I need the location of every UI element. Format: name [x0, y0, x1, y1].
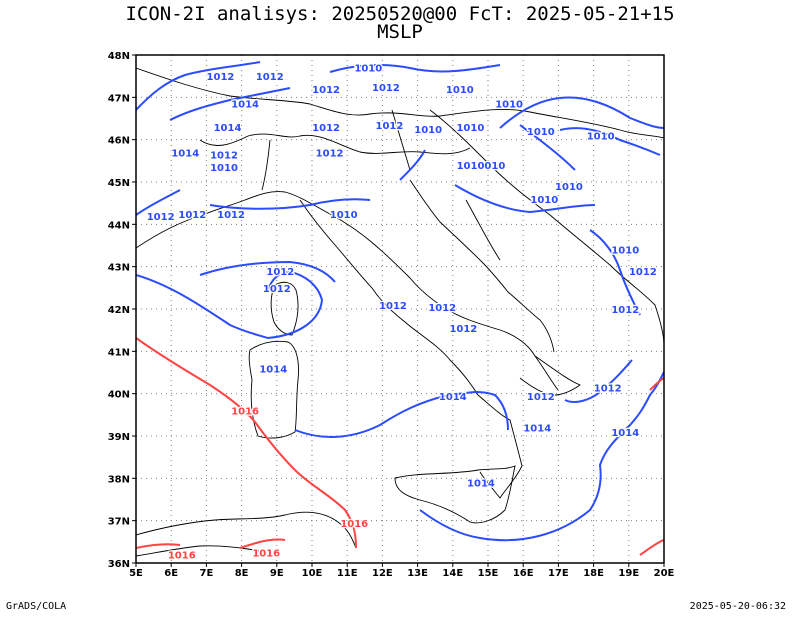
lon-tick-label: 5E — [129, 568, 143, 579]
isobar-label: 1014 — [214, 123, 242, 134]
isobar-label: 1012 — [178, 210, 206, 221]
isobar-label: 1010 — [495, 100, 523, 111]
isobar-label: 1012 — [629, 267, 657, 278]
isobar-label: 1016 — [168, 551, 196, 562]
lat-tick-label: 41N — [108, 347, 130, 358]
lat-tick-label: 48N — [108, 51, 130, 62]
lon-tick-label: 13E — [407, 568, 428, 579]
lon-tick-label: 19E — [618, 568, 639, 579]
isobar-label: 1010 — [527, 127, 555, 138]
isobar-label: 1012 — [207, 72, 235, 83]
isobar-label: 1012 — [379, 301, 407, 312]
lat-tick-label: 43N — [108, 263, 130, 274]
footer-credit: GrADS/COLA — [6, 601, 67, 612]
isobar-label: 1012 — [263, 284, 291, 295]
lat-tick-label: 37N — [108, 517, 130, 528]
lon-tick-label: 9E — [270, 568, 284, 579]
isobar-label: 1010 — [530, 195, 558, 206]
isobar-label: 1014 — [467, 479, 495, 490]
lat-tick-label: 47N — [108, 93, 130, 104]
isobar-label: 1012 — [266, 267, 294, 278]
lat-tick-label: 44N — [108, 220, 130, 231]
isobar-label: 1012 — [312, 123, 340, 134]
lat-tick-label: 42N — [108, 305, 130, 316]
lon-tick-label: 15E — [478, 568, 499, 579]
isobar-label: 1010 — [210, 163, 238, 174]
lon-tick-label: 20E — [654, 568, 675, 579]
coastlines — [136, 67, 664, 557]
isobar-label: 1012 — [217, 210, 245, 221]
lat-tick-label: 40N — [108, 390, 130, 401]
lat-tick-label: 36N — [108, 559, 130, 570]
isobar-label: 1012 — [376, 121, 404, 132]
lat-tick-label: 38N — [108, 474, 130, 485]
isobar-label: 1010 — [414, 125, 442, 136]
isobar-label: 1010 — [555, 182, 583, 193]
isobar-label: 1014 — [231, 100, 259, 111]
isobar-label: 1010010 — [457, 161, 506, 172]
isobar-label: 1012 — [147, 212, 175, 223]
isobar-label: 1016 — [252, 548, 280, 559]
isobar-label: 1010 — [611, 246, 639, 257]
isobar-label: 1012 — [316, 148, 344, 159]
isobar-label: 1014 — [523, 424, 551, 435]
isobar-label: 1012 — [527, 392, 555, 403]
isobar-label: 1016 — [340, 519, 368, 530]
footer-timestamp: 2025-05-20-06:32 — [689, 601, 786, 612]
isobar-label: 1012 — [210, 150, 238, 161]
isobar-label: 1016 — [231, 407, 259, 418]
isobar-label: 1010 — [330, 210, 358, 221]
lat-tick-label: 46N — [108, 136, 130, 147]
isobar-label: 1014 — [259, 364, 287, 375]
lon-tick-label: 6E — [164, 568, 178, 579]
axis-ticks: 5E 6E 7E 8E 9E 10E 11E 12E 13E 14E 15E 16E 17E 18E 19E… — [108, 51, 675, 579]
lon-tick-label: 7E — [200, 568, 214, 579]
isobar-label: 1012 — [372, 83, 400, 94]
lon-tick-label: 18E — [583, 568, 604, 579]
isobar-label: 1010 — [354, 64, 382, 75]
lat-tick-label: 45N — [108, 178, 130, 189]
isobars-high — [136, 337, 664, 556]
isobar-label: 1014 — [171, 148, 199, 159]
isobar-label: 1012 — [256, 72, 284, 83]
lon-tick-label: 14E — [442, 568, 463, 579]
isobar-label: 1010 — [446, 85, 474, 96]
isobar-label: 1014 — [439, 392, 467, 403]
lon-tick-label: 16E — [513, 568, 534, 579]
map-subtitle: MSLP — [377, 21, 423, 43]
lon-tick-label: 8E — [235, 568, 249, 579]
isobar-label: 1012 — [449, 324, 477, 335]
isobar-label: 1014 — [611, 428, 639, 439]
lat-tick-label: 39N — [108, 432, 130, 443]
isobar-label: 1012 — [428, 303, 456, 314]
lon-tick-label: 17E — [548, 568, 569, 579]
isobar-label: 1010 — [456, 123, 484, 134]
isobar-label: 1012 — [611, 305, 639, 316]
lon-tick-label: 11E — [337, 568, 358, 579]
isobars-low — [136, 61, 664, 542]
isobar-label: 1010 — [587, 131, 615, 142]
isobar-label: 1012 — [312, 85, 340, 96]
isobar-label: 1012 — [594, 383, 622, 394]
lon-tick-label: 12E — [372, 568, 393, 579]
lon-tick-label: 10E — [302, 568, 323, 579]
map-title: ICON-2I analisys: 20250520@00 FcT: 2025-… — [125, 3, 675, 25]
